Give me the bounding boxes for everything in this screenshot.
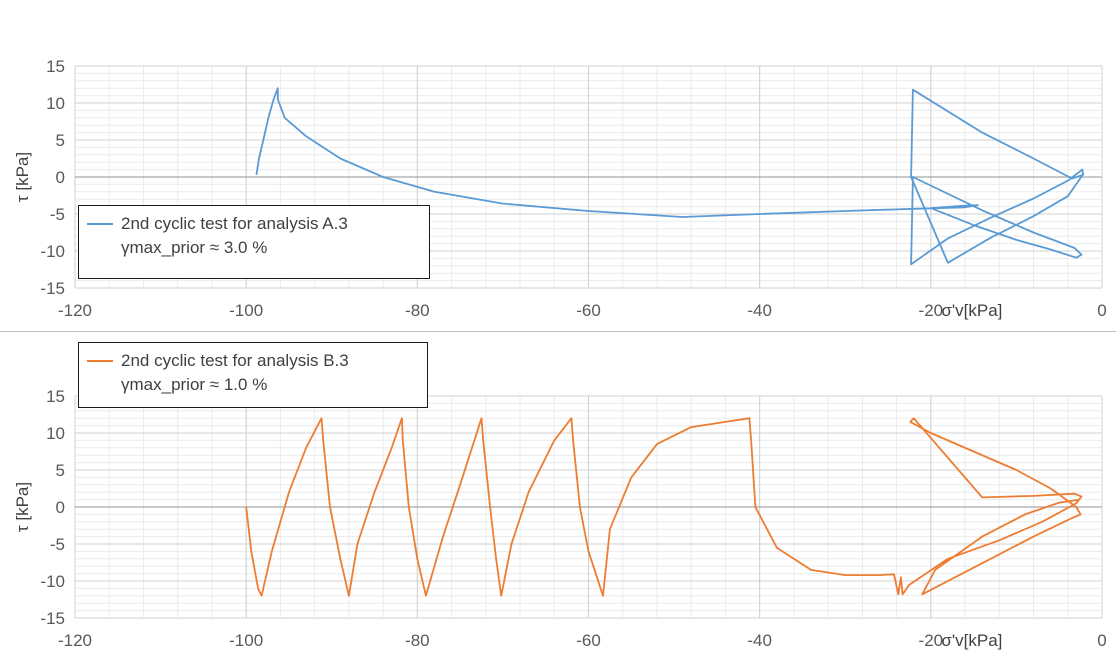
chart-a-x-tick-label: -100	[229, 301, 263, 320]
chart-a-legend: 2nd cyclic test for analysis A.3 γmax_pr…	[78, 205, 430, 279]
chart-b-y-axis-title: τ [kPa]	[13, 482, 32, 532]
chart-b-legend-label: 2nd cyclic test for analysis B.3	[121, 351, 349, 370]
chart-a-x-tick-label: -40	[747, 301, 772, 320]
chart-b-legend-swatch	[87, 360, 113, 362]
chart-b-x-tick-label: -100	[229, 631, 263, 650]
chart-b-x-tick-label: -80	[405, 631, 430, 650]
chart-a-x-tick-label: 0	[1097, 301, 1106, 320]
chart-b-y-tick-label: -15	[40, 609, 65, 628]
chart-a-y-axis-title: τ [kPa]	[13, 152, 32, 202]
chart-a-y-tick-label: 0	[56, 168, 65, 187]
chart-b-x-tick-label: -40	[747, 631, 772, 650]
chart-b-y-tick-label: -5	[50, 535, 65, 554]
chart-a-y-tick-label: -15	[40, 279, 65, 298]
chart-a-y-tick-label: -10	[40, 242, 65, 261]
chart-b-y-tick-label: 0	[56, 498, 65, 517]
chart-b-x-tick-label: 0	[1097, 631, 1106, 650]
chart-a-y-tick-label: 15	[46, 57, 65, 76]
chart-a-series-line-0	[255, 87, 1085, 266]
chart-a-y-tick-label: 10	[46, 94, 65, 113]
chart-a-legend-swatch	[87, 223, 113, 225]
chart-a-legend-note: γmax_prior ≈ 3.0 %	[121, 238, 268, 257]
chart-a-x-tick-label: -120	[58, 301, 92, 320]
chart-a-canvas: 15 10 5 0 -5 -10 -15 -120 -100 -80 -60 -40 -20 0 τ [kP…	[13, 57, 1107, 320]
chart-panel-b: 15 10 5 0 -5 -10 -15 -120 -100 -80 -60 -40 -20 0 τ [kP…	[0, 332, 1116, 662]
chart-b-x-axis-title: σ'v[kPa]	[941, 631, 1002, 650]
chart-b-canvas: 15 10 5 0 -5 -10 -15 -120 -100 -80 -60 -40 -20 0 τ [kP…	[13, 387, 1107, 650]
chart-b-y-tick-label: 5	[56, 461, 65, 480]
chart-b-x-tick-label: -60	[576, 631, 601, 650]
chart-b-legend: 2nd cyclic test for analysis B.3 γmax_pr…	[78, 342, 428, 408]
chart-b-y-tick-label: 10	[46, 424, 65, 443]
chart-b-y-tick-label: -10	[40, 572, 65, 591]
chart-b-legend-note: γmax_prior ≈ 1.0 %	[121, 375, 268, 394]
chart-b-x-tick-label: -120	[58, 631, 92, 650]
chart-a-y-tick-label: -5	[50, 205, 65, 224]
chart-b-series-line-0	[245, 417, 1083, 597]
chart-b-x-tick-label: -20	[919, 631, 944, 650]
chart-a-x-tick-label: -20	[919, 301, 944, 320]
chart-a-x-tick-label: -60	[576, 301, 601, 320]
chart-panel-a: 15 10 5 0 -5 -10 -15 -120 -100 -80 -60 -40 -20 0 τ [kP…	[0, 0, 1116, 332]
chart-a-legend-entry: 2nd cyclic test for analysis A.3	[87, 212, 419, 236]
chart-a-x-tick-label: -80	[405, 301, 430, 320]
chart-a-x-axis-title: σ'v[kPa]	[941, 301, 1002, 320]
chart-a-legend-label: 2nd cyclic test for analysis A.3	[121, 214, 348, 233]
chart-b-y-tick-label: 15	[46, 387, 65, 406]
chart-a-y-tick-label: 5	[56, 131, 65, 150]
chart-b-legend-entry: 2nd cyclic test for analysis B.3	[87, 349, 417, 373]
